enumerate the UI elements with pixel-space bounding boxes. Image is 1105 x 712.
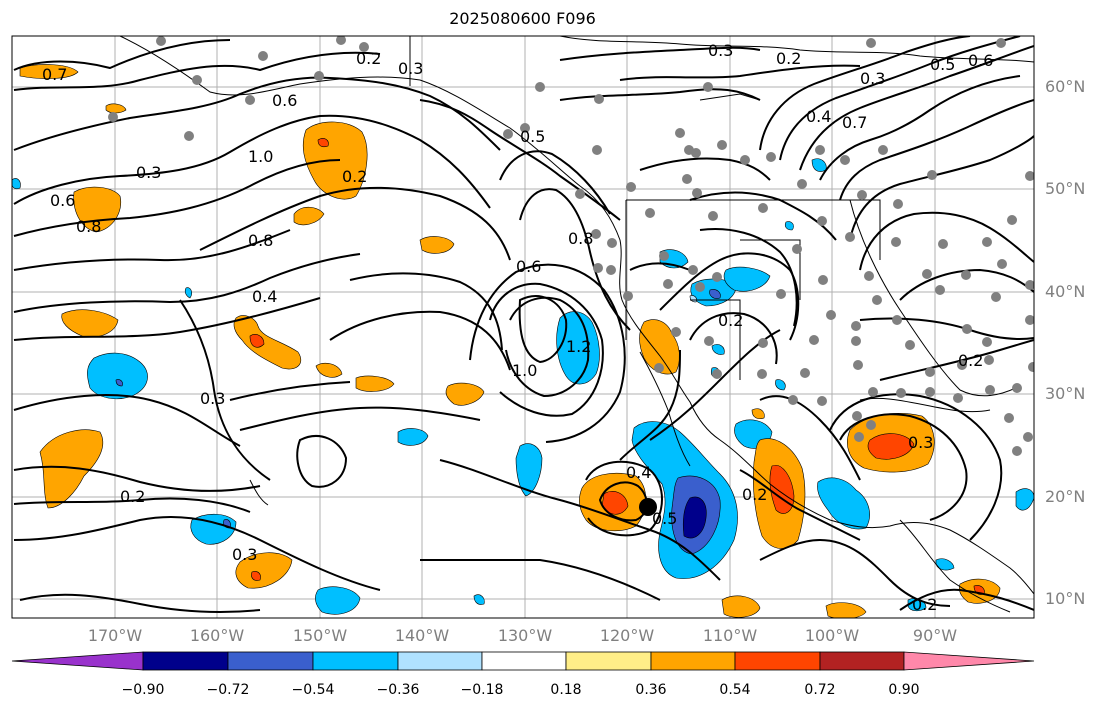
lon-label: 130°W bbox=[497, 626, 553, 645]
contour-label: 0.8 bbox=[248, 231, 273, 250]
contour-label: 0.5 bbox=[520, 127, 545, 146]
colorbar-segment bbox=[565, 651, 652, 671]
station-dots bbox=[108, 36, 1034, 456]
contour-label: 0.3 bbox=[200, 389, 225, 408]
colorbar-tick: −0.90 bbox=[121, 682, 165, 698]
lat-label: 50°N bbox=[1045, 179, 1086, 198]
colorbar-tick: −0.36 bbox=[376, 682, 420, 698]
contour-label: 0.2 bbox=[120, 487, 145, 506]
lon-label: 170°W bbox=[87, 626, 143, 645]
colorbar bbox=[11, 651, 1035, 671]
lon-label: 100°W bbox=[804, 626, 860, 645]
contour-label: 0.8 bbox=[76, 217, 101, 236]
contour-label: 1.0 bbox=[512, 361, 537, 380]
colorbar-tick: −0.18 bbox=[460, 682, 504, 698]
lat-label: 10°N bbox=[1045, 589, 1086, 608]
colorbar-segment bbox=[650, 651, 736, 671]
colorbar-segment bbox=[397, 651, 483, 671]
contour-label: 0.4 bbox=[806, 107, 831, 126]
contour-label: 0.3 bbox=[708, 41, 733, 60]
contour-label: 0.2 bbox=[958, 351, 983, 370]
colorbar-segment bbox=[312, 651, 399, 671]
contour-label: 0.2 bbox=[356, 49, 381, 68]
colorbar-tick: 0.72 bbox=[804, 682, 836, 698]
contour-label: 1.0 bbox=[248, 147, 273, 166]
contour-labels: 0.7 0.6 0.8 1.0 0.6 0.2 0.3 0.8 0.4 0.3 … bbox=[42, 41, 993, 614]
colorbar-tick: 0.36 bbox=[635, 682, 667, 698]
contour-label: 0.5 bbox=[652, 509, 677, 528]
lon-label: 150°W bbox=[292, 626, 348, 645]
contour-label: 0.7 bbox=[842, 113, 867, 132]
lon-label: 160°W bbox=[189, 626, 245, 645]
contour-label: 0.4 bbox=[252, 287, 277, 306]
contour-label: 0.6 bbox=[272, 91, 297, 110]
lat-label: 30°N bbox=[1045, 384, 1086, 403]
contour-label: 0.4 bbox=[626, 463, 651, 482]
map-frame bbox=[11, 35, 1035, 619]
shaded-anomalies bbox=[12, 64, 1034, 618]
contour-label: 0.3 bbox=[232, 545, 257, 564]
contour-label: 0.5 bbox=[930, 55, 955, 74]
lon-label: 140°W bbox=[394, 626, 450, 645]
lat-label: 20°N bbox=[1045, 487, 1086, 506]
colorbar-segment bbox=[734, 651, 821, 671]
lon-label: 90°W bbox=[912, 626, 958, 645]
colorbar-tick: −0.54 bbox=[291, 682, 335, 698]
contour-label: 0.2 bbox=[342, 167, 367, 186]
colorbar-segment bbox=[819, 651, 905, 671]
lat-label: 40°N bbox=[1045, 282, 1086, 301]
contour-label: 0.7 bbox=[42, 65, 67, 84]
contour-label: 0.6 bbox=[968, 51, 993, 70]
colorbar-extend-low bbox=[11, 651, 144, 671]
contour-lines bbox=[13, 36, 1034, 613]
colorbar-tick: −0.72 bbox=[206, 682, 250, 698]
colorbar-segment bbox=[481, 651, 567, 671]
colorbar-tick: 0.54 bbox=[719, 682, 751, 698]
lon-label: 110°W bbox=[702, 626, 758, 645]
chart-title: 2025080600 F096 bbox=[449, 9, 596, 28]
lat-label: 60°N bbox=[1045, 77, 1086, 96]
contour-label: 0.3 bbox=[398, 59, 423, 78]
contour-label: 0.2 bbox=[776, 49, 801, 68]
colorbar-extend-high bbox=[903, 651, 1035, 671]
contour-label: 0.3 bbox=[908, 433, 933, 452]
contour-label: 1.2 bbox=[566, 337, 591, 356]
contour-label: 0.8 bbox=[568, 229, 593, 248]
contour-label: 0.3 bbox=[860, 69, 885, 88]
contour-label: 0.2 bbox=[742, 485, 767, 504]
contour-label: 0.3 bbox=[136, 163, 161, 182]
colorbar-segment bbox=[227, 651, 314, 671]
storm-center-dot bbox=[639, 498, 657, 516]
colorbar-tick: 0.90 bbox=[888, 682, 920, 698]
contour-label: 0.2 bbox=[718, 311, 743, 330]
colorbar-segment bbox=[142, 651, 229, 671]
contour-label: 0.2 bbox=[912, 595, 937, 614]
contour-label: 0.6 bbox=[516, 257, 541, 276]
map-background bbox=[12, 36, 1034, 618]
lon-label: 120°W bbox=[599, 626, 655, 645]
colorbar-tick: 0.18 bbox=[550, 682, 582, 698]
contour-label: 0.6 bbox=[50, 191, 75, 210]
